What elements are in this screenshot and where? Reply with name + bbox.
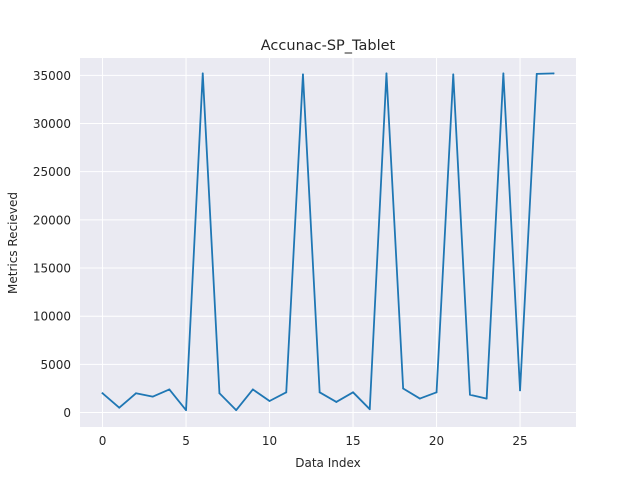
data-point	[185, 409, 187, 412]
data-point	[218, 392, 221, 395]
data-point	[502, 72, 505, 75]
data-point	[268, 400, 271, 402]
data-point	[135, 392, 137, 395]
data-point	[151, 395, 154, 398]
y-tick-labels: 0 5000 10000 15000 20000 25000 30000 35000	[33, 69, 71, 420]
data-point	[101, 392, 104, 395]
data-point	[485, 397, 488, 400]
x-tick-labels: 0 5 10 15 20 25	[99, 434, 528, 448]
grid-lines	[80, 58, 576, 427]
data-point	[352, 391, 354, 394]
y-tick-label: 15000	[33, 262, 71, 276]
data-point	[435, 391, 438, 394]
y-axis-label: Metrics Recieved	[6, 192, 20, 294]
data-point	[552, 72, 555, 75]
data-point	[402, 387, 405, 390]
x-tick-label: 5	[182, 434, 190, 448]
y-tick-label: 30000	[33, 117, 71, 131]
data-point	[318, 391, 321, 394]
series-layer	[101, 72, 555, 412]
y-tick-label: 0	[63, 406, 71, 420]
chart-title: Accunac-SP_Tablet	[261, 38, 396, 54]
plot-area	[80, 58, 576, 427]
data-point	[335, 401, 338, 403]
y-tick-label: 10000	[33, 310, 71, 324]
data-point	[251, 388, 254, 391]
data-point	[535, 73, 538, 75]
x-tick-label: 25	[512, 434, 527, 448]
x-tick-label: 20	[429, 434, 444, 448]
data-point	[519, 389, 521, 392]
data-point	[235, 409, 238, 412]
data-point	[368, 408, 371, 411]
data-point	[201, 72, 204, 75]
data-point	[418, 397, 421, 400]
data-point	[118, 406, 121, 409]
data-point	[285, 391, 288, 394]
series-line	[101, 72, 555, 412]
data-point	[168, 388, 171, 391]
y-tick-label: 25000	[33, 165, 71, 179]
data-point	[385, 72, 388, 75]
x-tick-label: 10	[262, 434, 277, 448]
x-tick-label: 15	[345, 434, 360, 448]
x-tick-label: 0	[99, 434, 107, 448]
y-tick-label: 20000	[33, 213, 71, 227]
data-point	[469, 393, 471, 396]
data-point	[302, 73, 304, 76]
y-tick-label: 35000	[33, 69, 71, 83]
data-point	[452, 73, 455, 76]
x-axis-label: Data Index	[295, 456, 361, 470]
y-tick-label: 5000	[40, 358, 71, 372]
